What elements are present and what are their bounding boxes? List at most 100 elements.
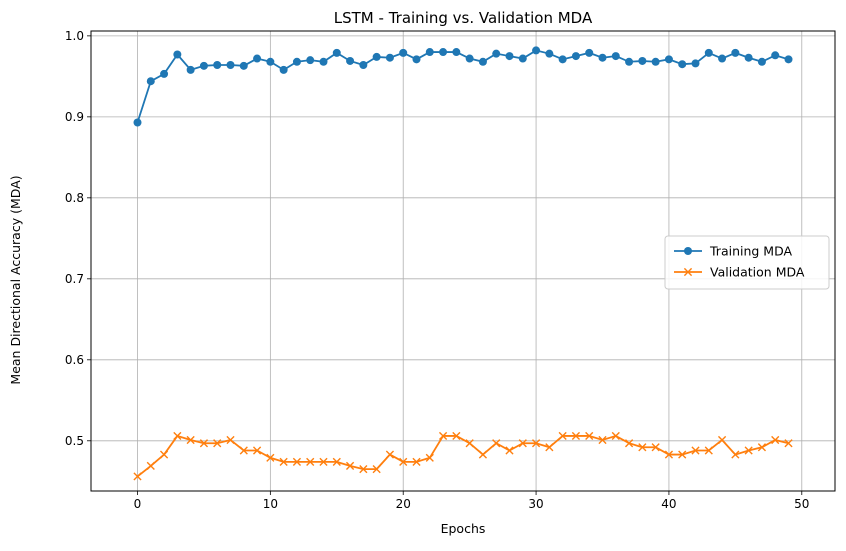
data-point <box>757 57 766 66</box>
data-point <box>505 52 514 61</box>
data-point <box>399 457 408 466</box>
legend-label: Training MDA <box>709 244 792 259</box>
data-point <box>784 439 793 448</box>
legend: Training MDA Validation MDA <box>664 235 830 290</box>
data-point <box>279 65 288 74</box>
data-point <box>385 450 395 459</box>
data-point <box>744 53 753 62</box>
data-point <box>186 65 195 74</box>
data-point <box>598 53 607 62</box>
data-point <box>133 472 142 481</box>
data-point <box>505 446 514 455</box>
data-point <box>558 431 567 441</box>
data-point <box>213 61 222 70</box>
data-point <box>638 56 647 65</box>
data-point <box>545 49 554 58</box>
legend-label: Validation MDA <box>710 265 805 280</box>
legend-marker <box>683 267 693 277</box>
data-point <box>412 457 421 466</box>
data-point <box>585 431 594 441</box>
data-point <box>678 60 687 69</box>
data-point <box>359 465 368 474</box>
data-point <box>718 54 727 63</box>
x-tick-label: 50 <box>794 497 809 511</box>
y-tick-label: 0.9 <box>65 110 84 124</box>
data-point <box>226 435 235 445</box>
data-point <box>585 48 594 57</box>
data-point <box>545 443 554 452</box>
data-point <box>532 46 541 55</box>
data-point <box>717 435 727 445</box>
data-point <box>252 446 262 455</box>
series-training-mda <box>133 46 793 127</box>
data-point <box>213 439 222 448</box>
data-point <box>279 457 288 466</box>
data-point <box>452 431 461 441</box>
data-point <box>266 453 275 462</box>
data-point <box>478 57 487 66</box>
data-point <box>306 457 315 466</box>
data-point <box>731 450 740 459</box>
x-tick-label: 0 <box>134 497 142 511</box>
data-point <box>359 61 368 70</box>
legend-item: Validation MDA <box>674 265 805 280</box>
data-point <box>160 69 169 78</box>
data-point <box>292 57 301 66</box>
y-tick-label: 1.0 <box>65 29 84 43</box>
x-tick-label: 40 <box>661 497 676 511</box>
data-point <box>664 450 674 459</box>
data-point <box>345 461 355 470</box>
data-point <box>372 52 381 61</box>
data-point <box>133 118 142 127</box>
y-axis-label: Mean Directional Accuracy (MDA) <box>8 175 23 384</box>
data-point <box>651 443 660 452</box>
data-point <box>332 48 341 57</box>
series-line <box>136 434 789 478</box>
data-point <box>425 453 434 462</box>
data-point <box>346 56 355 65</box>
data-point <box>518 439 527 448</box>
y-tick-label: 0.6 <box>65 353 84 367</box>
data-point <box>439 48 448 57</box>
data-point <box>704 446 713 455</box>
data-point <box>611 52 620 61</box>
data-point <box>266 57 275 66</box>
data-point <box>438 431 448 441</box>
legend-marker <box>684 247 692 255</box>
data-point <box>625 57 634 66</box>
data-point <box>199 61 208 70</box>
data-point <box>731 48 740 57</box>
data-point <box>226 61 235 70</box>
x-axis-label: Epochs <box>441 521 486 536</box>
legend-box <box>664 235 830 290</box>
data-point <box>399 48 408 57</box>
axis-ticks: 0 10 20 30 40 50 0.5 0.6 0.7 0.8 0.9 1.0 <box>65 29 810 511</box>
data-point <box>678 450 687 459</box>
data-point <box>691 446 700 455</box>
data-point <box>146 77 155 86</box>
y-tick-label: 0.7 <box>65 272 84 286</box>
data-point <box>784 55 793 64</box>
data-point <box>771 435 780 445</box>
series-layer <box>133 46 793 481</box>
data-point <box>385 53 394 62</box>
data-point <box>186 435 195 445</box>
data-point <box>558 55 567 64</box>
data-point <box>704 48 713 57</box>
data-point <box>638 443 647 452</box>
data-point <box>146 461 155 470</box>
data-point <box>664 55 673 64</box>
chart-title: LSTM - Training vs. Validation MDA <box>334 9 593 27</box>
data-point <box>531 439 541 448</box>
data-point <box>571 431 581 441</box>
data-point <box>651 57 660 66</box>
data-point <box>173 431 182 441</box>
plot-area-frame <box>90 30 836 492</box>
legend-item: Training MDA <box>674 244 792 259</box>
data-point <box>492 439 501 448</box>
data-point <box>452 48 461 57</box>
data-point <box>624 439 634 448</box>
data-point <box>253 54 262 63</box>
